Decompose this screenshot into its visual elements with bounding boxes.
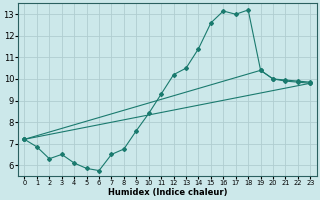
X-axis label: Humidex (Indice chaleur): Humidex (Indice chaleur) xyxy=(108,188,227,197)
